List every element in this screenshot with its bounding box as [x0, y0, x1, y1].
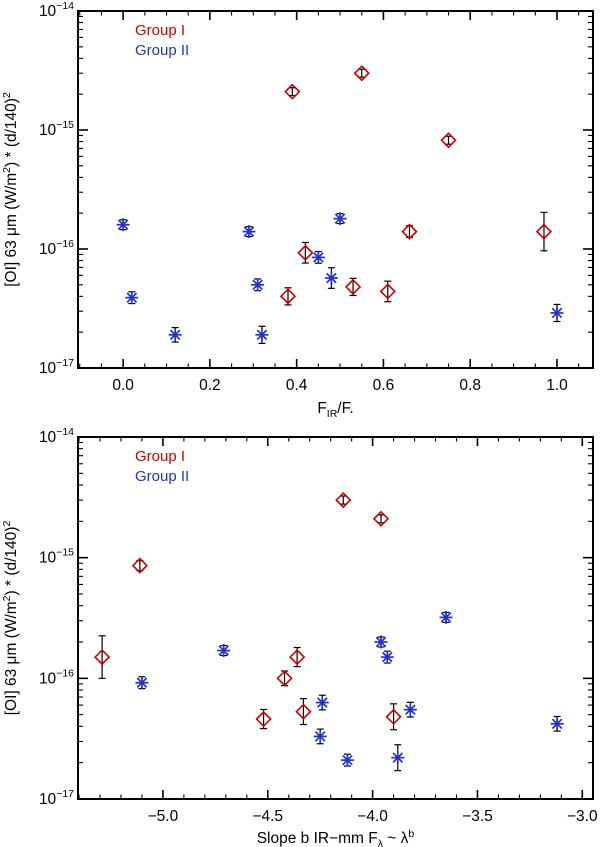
- y-axis-title: [OI] 63 μm (W/m2) * (d/140)2: [1, 92, 20, 287]
- asterisk-marker: [135, 676, 149, 690]
- asterisk-marker: [168, 328, 182, 342]
- legend: Group I Group II: [135, 448, 189, 485]
- x-tick-label: 0.6: [373, 377, 395, 394]
- diamond-marker: [279, 288, 297, 305]
- legend: Group I Group II: [135, 22, 189, 59]
- x-tick-label: 0.4: [286, 377, 308, 394]
- diamond-marker: [93, 648, 111, 666]
- diamond-marker: [385, 708, 402, 725]
- diamond-marker: [297, 244, 314, 261]
- x-tick-label: −3.0: [567, 808, 598, 825]
- y-tick-label: 10−15: [39, 119, 74, 139]
- asterisk-marker: [333, 212, 347, 226]
- diamond-marker: [131, 557, 148, 574]
- asterisk-marker: [340, 753, 354, 767]
- bottom-plot: −5.0 −4.5 −4.0 −3.5 −3.0 10−14 10−15 10−16 10−17…: [1, 426, 598, 847]
- series-group-i: [279, 65, 553, 306]
- x-tick-label: −4.0: [357, 808, 388, 825]
- series-group-ii: [135, 610, 564, 772]
- asterisk-marker: [439, 610, 453, 624]
- diamond-marker: [440, 132, 457, 149]
- diamond-marker: [372, 510, 390, 527]
- x-axis-title: FIR/F.: [317, 400, 353, 420]
- legend-label: Group I: [135, 448, 185, 465]
- y-tick-label: 10−16: [39, 667, 74, 687]
- diamond-marker: [535, 223, 553, 240]
- y-axis-title: [OI] 63 μm (W/m2) * (d/140)2: [1, 521, 20, 716]
- series-group-i: [93, 491, 402, 731]
- x-tick-label: 0.8: [459, 377, 481, 394]
- x-tick-label: 0.0: [112, 377, 134, 394]
- asterisk-marker: [315, 696, 329, 710]
- top-plot: 0.0 0.2 0.4 0.6 0.8 1.0 10−14 10−15 10−16 10−17 FI…: [1, 0, 594, 420]
- asterisk-marker: [313, 729, 327, 743]
- asterisk-marker: [311, 250, 325, 264]
- diamond-marker: [379, 283, 396, 300]
- asterisk-marker: [217, 644, 231, 658]
- legend-label: Group II: [135, 468, 189, 485]
- asterisk-marker: [324, 271, 338, 285]
- legend-label: Group I: [135, 22, 185, 39]
- asterisk-marker: [116, 218, 130, 232]
- diamond-marker: [353, 65, 370, 82]
- plot-frame: [77, 436, 594, 800]
- asterisk-marker: [251, 278, 265, 292]
- diamond-marker: [335, 491, 352, 509]
- asterisk-marker: [550, 717, 564, 731]
- diamond-marker: [255, 710, 272, 728]
- x-axis-title: Slope b IR−mm Fλ ~ λb: [257, 828, 415, 847]
- plot-frame: [77, 10, 594, 369]
- y-tick-label: 10−17: [39, 788, 74, 808]
- diamond-marker: [401, 223, 418, 240]
- x-tick-label: −5.0: [148, 808, 179, 825]
- series-group-ii: [116, 212, 564, 344]
- asterisk-marker: [242, 225, 256, 239]
- x-tick-label: −4.5: [252, 808, 283, 825]
- asterisk-marker: [380, 650, 394, 664]
- diamond-marker: [276, 670, 293, 687]
- diamond-marker: [344, 278, 362, 296]
- asterisk-marker: [374, 635, 388, 649]
- x-tick-label: 0.2: [199, 377, 221, 394]
- asterisk-marker: [403, 703, 417, 717]
- y-tick-label: 10−15: [39, 547, 74, 567]
- y-tick-label: 10−17: [39, 357, 74, 377]
- y-tick-label: 10−14: [39, 426, 74, 446]
- legend-label: Group II: [135, 42, 189, 59]
- asterisk-marker: [125, 291, 139, 305]
- y-tick-label: 10−14: [39, 0, 74, 20]
- diamond-marker: [295, 703, 312, 720]
- asterisk-marker: [391, 751, 405, 765]
- x-tick-label: −3.5: [462, 808, 493, 825]
- diamond-marker: [284, 83, 301, 100]
- y-tick-label: 10−16: [39, 238, 74, 258]
- asterisk-marker: [550, 306, 564, 320]
- asterisk-marker: [255, 328, 269, 342]
- x-tick-label: 1.0: [546, 377, 568, 394]
- diamond-marker: [288, 648, 306, 666]
